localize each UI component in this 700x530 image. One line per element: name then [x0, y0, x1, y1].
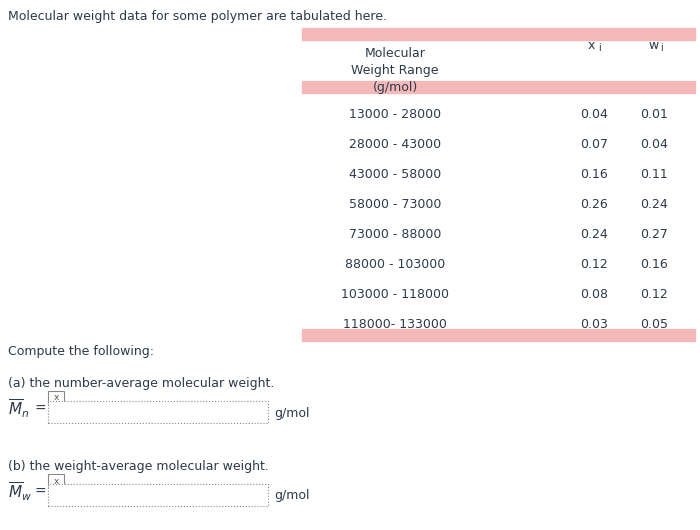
Text: 28000 - 43000: 28000 - 43000 — [349, 138, 441, 152]
Text: i: i — [660, 43, 663, 53]
Text: 0.16: 0.16 — [640, 259, 668, 271]
Text: x: x — [588, 39, 596, 52]
Text: 0.24: 0.24 — [580, 228, 608, 242]
Bar — [302, 28, 695, 40]
Bar — [48, 484, 268, 506]
Text: =: = — [34, 402, 46, 416]
Text: $\overline{M}$$_n$: $\overline{M}$$_n$ — [8, 398, 29, 420]
Text: g/mol: g/mol — [274, 407, 309, 420]
Text: 0.24: 0.24 — [640, 199, 668, 211]
Text: 0.03: 0.03 — [580, 319, 608, 331]
Text: 103000 - 118000: 103000 - 118000 — [341, 288, 449, 302]
Text: 0.12: 0.12 — [580, 259, 608, 271]
Text: Molecular
Weight Range
(g/mol): Molecular Weight Range (g/mol) — [351, 47, 439, 94]
Text: $\overline{M}$$_w$: $\overline{M}$$_w$ — [8, 481, 32, 504]
Text: 0.26: 0.26 — [580, 199, 608, 211]
Bar — [302, 329, 695, 341]
Text: (a) the number-average molecular weight.: (a) the number-average molecular weight. — [8, 377, 274, 390]
Bar — [48, 401, 268, 423]
Text: 0.07: 0.07 — [580, 138, 608, 152]
Text: i: i — [598, 43, 601, 53]
Text: 0.12: 0.12 — [640, 288, 668, 302]
Text: w: w — [648, 39, 658, 52]
Text: Compute the following:: Compute the following: — [8, 345, 154, 358]
Text: 0.05: 0.05 — [640, 319, 668, 331]
Text: 0.08: 0.08 — [580, 288, 608, 302]
Text: 0.01: 0.01 — [640, 109, 668, 121]
Text: 13000 - 28000: 13000 - 28000 — [349, 109, 441, 121]
Bar — [48, 391, 64, 405]
Text: 73000 - 88000: 73000 - 88000 — [349, 228, 441, 242]
Bar — [48, 474, 64, 488]
Text: g/mol: g/mol — [274, 490, 309, 502]
Text: 88000 - 103000: 88000 - 103000 — [345, 259, 445, 271]
Text: 0.04: 0.04 — [640, 138, 668, 152]
Text: 0.27: 0.27 — [640, 228, 668, 242]
Text: 0.04: 0.04 — [580, 109, 608, 121]
Text: x: x — [53, 476, 59, 485]
Text: 0.11: 0.11 — [640, 169, 668, 181]
Text: 0.16: 0.16 — [580, 169, 608, 181]
Text: 58000 - 73000: 58000 - 73000 — [349, 199, 441, 211]
Text: =: = — [34, 485, 46, 499]
Text: (b) the weight-average molecular weight.: (b) the weight-average molecular weight. — [8, 460, 269, 473]
Text: x: x — [53, 393, 59, 402]
Text: Molecular weight data for some polymer are tabulated here.: Molecular weight data for some polymer a… — [8, 10, 387, 23]
Text: 118000- 133000: 118000- 133000 — [343, 319, 447, 331]
Text: 43000 - 58000: 43000 - 58000 — [349, 169, 441, 181]
Bar — [302, 81, 695, 93]
